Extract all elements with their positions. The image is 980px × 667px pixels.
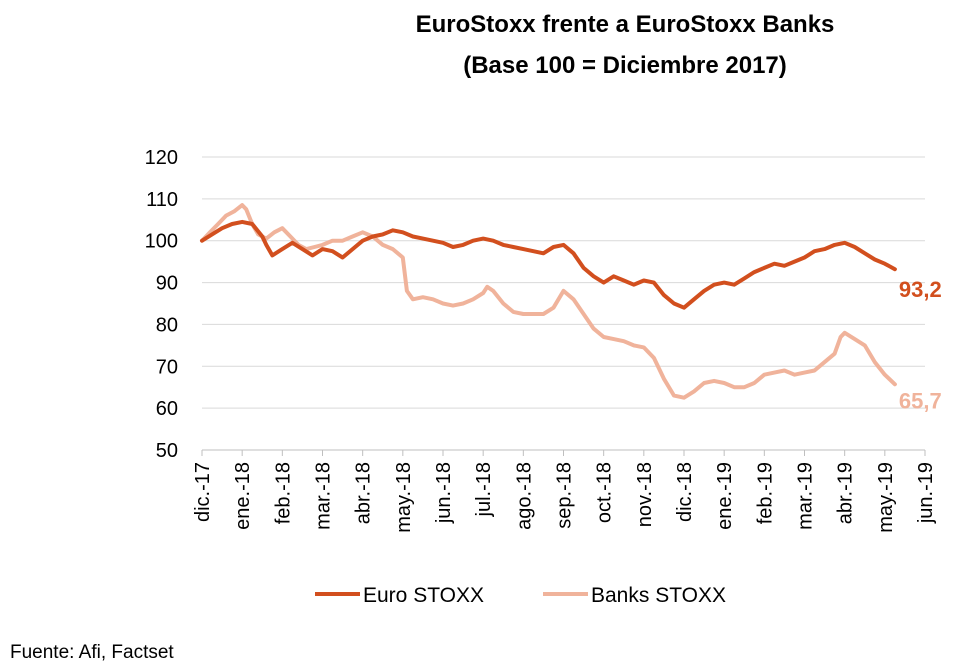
x-tick-label: feb.-19 xyxy=(754,462,776,524)
legend-label: Banks STOXX xyxy=(591,584,726,607)
y-tick-label: 100 xyxy=(145,231,178,253)
x-tick-label: mar.-18 xyxy=(313,462,335,530)
x-tick-label: ene.-19 xyxy=(714,462,736,530)
y-tick-label: 70 xyxy=(156,356,178,378)
x-tick-label: feb.-18 xyxy=(272,462,294,524)
x-tick-label: jul.-18 xyxy=(473,462,495,517)
x-tick-label: oct.-18 xyxy=(594,462,616,523)
series-line-euro-stoxx xyxy=(200,219,897,310)
y-tick-label: 120 xyxy=(145,147,178,169)
x-tick-label: jun.-18 xyxy=(433,462,455,524)
x-tick-label: ene.-18 xyxy=(232,462,254,530)
end-value-label: 65,7 xyxy=(899,388,942,413)
end-value-label: 93,2 xyxy=(899,277,942,302)
x-tick-label: abr.-19 xyxy=(835,462,857,524)
x-tick-label: sep.-18 xyxy=(554,462,576,529)
series-line-banks-stoxx xyxy=(200,203,897,400)
legend-label: Euro STOXX xyxy=(363,584,484,607)
x-tick-label: may.-18 xyxy=(393,462,415,533)
x-tick-label: jun.-19 xyxy=(915,462,937,524)
x-tick-label: dic.-18 xyxy=(674,462,696,522)
x-tick-label: dic.-17 xyxy=(192,462,214,522)
line-chart: 50 60 70 80 90 100 110 120 dic.-17 ene.-18 feb.-18… xyxy=(145,147,942,607)
x-tick-label: abr.-18 xyxy=(353,462,375,524)
y-tick-label: 90 xyxy=(156,273,178,295)
x-tick-label: mar.-19 xyxy=(795,462,817,530)
y-tick-label: 50 xyxy=(156,440,178,462)
y-tick-label: 80 xyxy=(156,314,178,336)
y-tick-label: 60 xyxy=(156,398,178,420)
x-tick-label: may.-19 xyxy=(875,462,897,533)
source-note: Fuente: Afi, Factset xyxy=(10,642,174,663)
chart-subtitle: (Base 100 = Diciembre 2017) xyxy=(463,52,787,79)
x-tick-label: nov.-18 xyxy=(634,462,656,527)
chart-title: EuroStoxx frente a EuroStoxx Banks xyxy=(415,11,835,38)
x-tick-label: ago.-18 xyxy=(513,462,535,530)
y-tick-label: 110 xyxy=(146,189,178,211)
